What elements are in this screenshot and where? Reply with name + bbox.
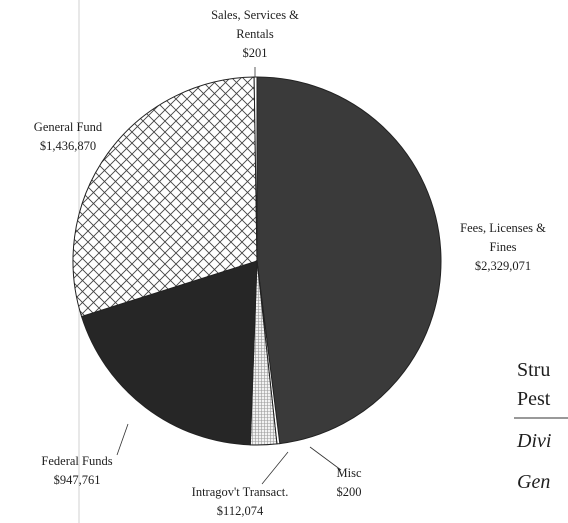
slice-value-label: $947,761 xyxy=(54,473,101,487)
side-text-block: Stru Pest Divi Gen xyxy=(514,359,568,493)
slice-category-label: Fees, Licenses & xyxy=(460,221,546,235)
slice-category-label: Intragov't Transact. xyxy=(192,485,289,499)
leader-lines xyxy=(116,67,342,485)
leader-line xyxy=(261,451,289,485)
pie-slice-general-fund xyxy=(72,76,258,318)
pie-slice-fees-licenses xyxy=(256,76,442,445)
slice-category-label: Sales, Services & xyxy=(211,8,299,22)
pie-slice-federal-funds xyxy=(80,260,258,446)
slice-value-label: $112,074 xyxy=(217,504,264,518)
leader-line xyxy=(309,446,342,471)
slice-category-label: Misc xyxy=(337,466,362,480)
side-text-line-4: Gen xyxy=(517,471,550,493)
slice-category-label: Fines xyxy=(489,240,516,254)
slice-value-label: $201 xyxy=(243,46,268,60)
slice-labels: Fees, Licenses & Fines $2,329,071 Misc $200 I… xyxy=(34,8,546,518)
pie-slice-sales-services xyxy=(253,76,258,262)
side-text-line-1: Stru xyxy=(517,359,550,381)
slice-value-label: $2,329,071 xyxy=(475,259,531,273)
slice-category-label: Rentals xyxy=(236,27,274,41)
slice-category-label: Federal Funds xyxy=(41,454,112,468)
side-text-line-2: Pest xyxy=(517,388,551,410)
side-text-line-3: Divi xyxy=(516,430,551,452)
slice-value-label: $200 xyxy=(337,485,362,499)
leader-line xyxy=(116,423,129,456)
slice-value-label: $1,436,870 xyxy=(40,139,96,153)
slice-category-label: General Fund xyxy=(34,120,103,134)
pie-slices xyxy=(72,76,442,446)
